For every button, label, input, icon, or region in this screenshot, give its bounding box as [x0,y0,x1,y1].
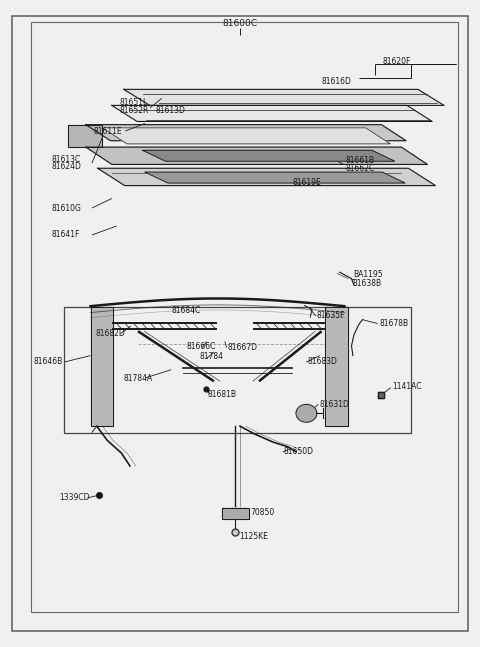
Text: 81616D: 81616D [322,76,351,85]
Text: 81641F: 81641F [51,230,80,239]
Text: 81635F: 81635F [317,311,345,320]
Polygon shape [325,307,348,426]
Text: 81613D: 81613D [156,106,185,115]
Text: 81613C: 81613C [51,155,81,164]
Polygon shape [124,89,444,105]
Text: 81650D: 81650D [284,447,313,456]
Text: 81631D: 81631D [320,400,349,409]
Text: 81600C: 81600C [223,19,257,28]
Polygon shape [143,150,395,161]
Polygon shape [86,125,406,140]
Polygon shape [112,105,432,122]
Text: 81651L: 81651L [119,98,147,107]
Text: 81678B: 81678B [379,319,408,328]
Text: 81620F: 81620F [383,58,411,66]
Text: 81662C: 81662C [345,164,374,173]
Text: BA1195: BA1195 [353,270,383,280]
Text: 70850: 70850 [251,508,275,516]
Text: 81784: 81784 [199,353,223,362]
Text: 81610G: 81610G [51,204,81,213]
Text: 81683D: 81683D [308,358,338,366]
Text: 81681B: 81681B [208,389,237,399]
Text: 81684C: 81684C [172,305,201,314]
Bar [64,307,411,433]
Text: 81661B: 81661B [345,156,374,165]
Text: 1141AC: 1141AC [392,382,421,391]
Text: 81682D: 81682D [96,329,125,338]
Text: 1339CD: 1339CD [59,494,89,503]
Text: 1125KE: 1125KE [239,532,268,541]
Text: 81624D: 81624D [51,162,81,171]
Polygon shape [68,125,102,147]
Polygon shape [86,147,427,164]
Polygon shape [97,168,435,186]
Polygon shape [296,404,317,422]
Text: 81611E: 81611E [94,127,122,136]
Text: 81652R: 81652R [119,106,148,115]
Text: 81784A: 81784A [123,373,153,382]
Text: 81666C: 81666C [187,342,216,351]
Text: 81667D: 81667D [228,344,258,353]
Polygon shape [222,508,249,519]
Polygon shape [102,128,390,144]
Polygon shape [91,307,113,426]
Text: 81638B: 81638B [353,280,382,288]
Text: 81619E: 81619E [292,178,321,187]
Polygon shape [145,172,405,183]
Text: 81646B: 81646B [34,358,63,366]
